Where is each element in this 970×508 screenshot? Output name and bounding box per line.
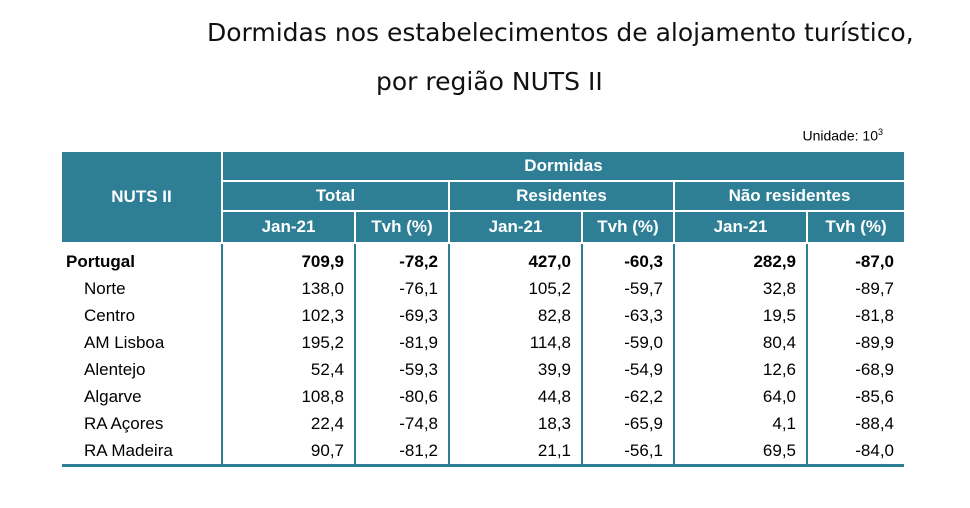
table-cell: -62,2 [581, 383, 674, 410]
table-row: Centro 102,3 -69,3 82,8 -63,3 19,5 -81,8 [62, 302, 905, 329]
table-cell: -59,7 [581, 275, 674, 302]
header-sub: Jan-21 [221, 210, 356, 244]
table-row: RA Açores 22,4 -74,8 18,3 -65,9 4,1 -88,4 [62, 410, 905, 437]
table-cell: 4,1 [673, 410, 807, 437]
table-cell: 82,8 [448, 302, 582, 329]
region-name: Alentejo [84, 359, 146, 379]
title-line-2: por região NUTS II [376, 67, 603, 96]
table-cell: 102,3 [221, 302, 355, 329]
header-group-total: Total [221, 180, 450, 212]
header-group-residentes: Residentes [448, 180, 675, 212]
region-name: Norte [84, 278, 126, 298]
table-cell: -63,3 [581, 302, 674, 329]
table-cell: -81,2 [354, 437, 449, 467]
header-group-nao-residentes: Não residentes [672, 180, 905, 212]
table-cell: -81,9 [354, 329, 449, 356]
header-sub: Jan-21 [673, 210, 808, 244]
table-cell: 108,8 [221, 383, 355, 410]
table-cell: -59,3 [354, 356, 449, 383]
table-cell: 21,1 [448, 437, 582, 467]
table-cell: 80,4 [673, 329, 807, 356]
region-name: RA Madeira [84, 440, 173, 460]
table-cell: 52,4 [221, 356, 355, 383]
header-sub: Tvh (%) [581, 210, 675, 244]
table-body: Portugal 709,9 -78,2 427,0 -60,3 282,9 -87,0 No… [62, 243, 905, 467]
unit-exponent: 3 [877, 127, 883, 137]
table-cell: -85,6 [805, 383, 905, 410]
table-row: Algarve 108,8 -80,6 44,8 -62,2 64,0 -85,6 [62, 383, 905, 410]
table-cell: -87,0 [805, 243, 905, 275]
region-name: Algarve [84, 386, 142, 406]
header-nuts: NUTS II [62, 152, 223, 244]
table-cell: 114,8 [448, 329, 582, 356]
table-cell: 105,2 [448, 275, 582, 302]
table-cell: -80,6 [354, 383, 449, 410]
table-cell: 282,9 [673, 243, 807, 275]
table-cell: -76,1 [354, 275, 449, 302]
table-cell: 44,8 [448, 383, 582, 410]
table-cell: -89,9 [805, 329, 905, 356]
table-cell: 32,8 [673, 275, 807, 302]
table-row-total: Portugal 709,9 -78,2 427,0 -60,3 282,9 -87,0 [62, 243, 905, 275]
title-line-1: Dormidas nos estabelecimentos de alojame… [207, 18, 914, 47]
table-cell: 427,0 [448, 243, 582, 275]
table-cell: 18,3 [448, 410, 582, 437]
table-cell: 195,2 [221, 329, 355, 356]
region-name: Portugal [66, 251, 135, 271]
table-cell: -54,9 [581, 356, 674, 383]
table-row: Norte 138,0 -76,1 105,2 -59,7 32,8 -89,7 [62, 275, 905, 302]
table-cell: -81,8 [805, 302, 905, 329]
table-cell: -59,0 [581, 329, 674, 356]
header-sub: Jan-21 [448, 210, 583, 244]
unit-note: Unidade: 103 [802, 127, 883, 144]
table-cell: 22,4 [221, 410, 355, 437]
table-cell: 90,7 [221, 437, 355, 467]
table-cell: 19,5 [673, 302, 807, 329]
table-row: AM Lisboa 195,2 -81,9 114,8 -59,0 80,4 -89,9 [62, 329, 905, 356]
table-bottom-rule [62, 464, 904, 467]
table-cell: 64,0 [673, 383, 807, 410]
table-cell: -78,2 [354, 243, 449, 275]
table-cell: 69,5 [673, 437, 807, 467]
header-sub: Tvh (%) [354, 210, 450, 244]
table-row: RA Madeira 90,7 -81,2 21,1 -56,1 69,5 -84,0 [62, 437, 905, 467]
table-cell: -89,7 [805, 275, 905, 302]
region-name: RA Açores [84, 413, 164, 433]
table-cell: 138,0 [221, 275, 355, 302]
table-cell: -65,9 [581, 410, 674, 437]
header-sub: Tvh (%) [805, 210, 905, 244]
table-row: Alentejo 52,4 -59,3 39,9 -54,9 12,6 -68,9 [62, 356, 905, 383]
unit-base: 10 [862, 127, 878, 144]
region-name: AM Lisboa [84, 332, 165, 352]
unit-label: Unidade: [802, 127, 859, 144]
table-cell: -88,4 [805, 410, 905, 437]
table-cell: -74,8 [354, 410, 449, 437]
table-cell: -68,9 [805, 356, 905, 383]
table-cell: -84,0 [805, 437, 905, 467]
table-cell: 709,9 [221, 243, 355, 275]
table-cell: -56,1 [581, 437, 674, 467]
data-table: NUTS II Dormidas Total Residentes Não re… [62, 152, 905, 467]
table-cell: 39,9 [448, 356, 582, 383]
header-dormidas: Dormidas [220, 152, 905, 182]
table-cell: -60,3 [581, 243, 674, 275]
table-cell: -69,3 [354, 302, 449, 329]
table-cell: 12,6 [673, 356, 807, 383]
region-name: Centro [84, 305, 136, 325]
